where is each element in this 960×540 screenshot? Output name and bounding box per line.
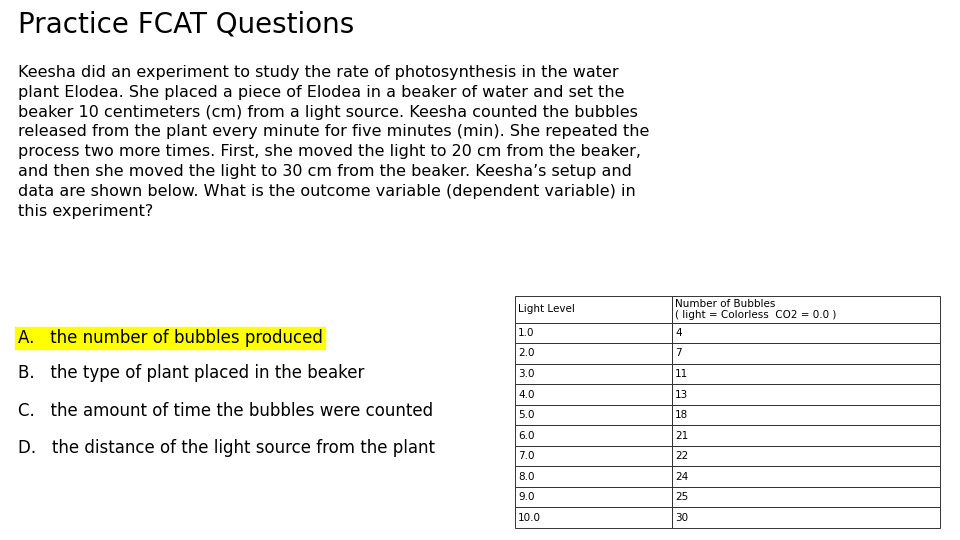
Text: 24: 24 xyxy=(675,471,688,482)
Text: 4: 4 xyxy=(675,328,682,338)
Bar xyxy=(515,405,672,426)
Text: 11: 11 xyxy=(675,369,688,379)
Bar xyxy=(515,384,672,405)
Bar xyxy=(515,508,672,528)
Text: Number of Bubbles
( light = Colorless  CO2 = 0.0 ): Number of Bubbles ( light = Colorless CO… xyxy=(675,299,836,320)
Text: D.   the distance of the light source from the plant: D. the distance of the light source from… xyxy=(18,439,435,457)
Bar xyxy=(515,323,672,343)
Bar xyxy=(672,323,940,343)
Bar xyxy=(515,467,672,487)
Text: 9.0: 9.0 xyxy=(518,492,535,502)
Bar xyxy=(672,364,940,384)
Text: 21: 21 xyxy=(675,430,688,441)
Text: 3.0: 3.0 xyxy=(518,369,535,379)
Bar xyxy=(672,343,940,364)
Text: 6.0: 6.0 xyxy=(518,430,535,441)
Text: A.   the number of bubbles produced: A. the number of bubbles produced xyxy=(18,329,323,347)
Text: 5.0: 5.0 xyxy=(518,410,535,420)
Text: 10.0: 10.0 xyxy=(518,513,541,523)
Bar xyxy=(672,426,940,446)
Bar xyxy=(672,296,940,323)
Bar xyxy=(672,446,940,467)
Text: Light Level: Light Level xyxy=(518,305,575,314)
Text: 2.0: 2.0 xyxy=(518,348,535,359)
Bar xyxy=(515,343,672,364)
Text: 22: 22 xyxy=(675,451,688,461)
Text: 1.0: 1.0 xyxy=(518,328,535,338)
Text: Practice FCAT Questions: Practice FCAT Questions xyxy=(18,10,354,38)
Bar xyxy=(672,405,940,426)
Text: 13: 13 xyxy=(675,389,688,400)
Text: 4.0: 4.0 xyxy=(518,389,535,400)
Text: 18: 18 xyxy=(675,410,688,420)
Text: 8.0: 8.0 xyxy=(518,471,535,482)
Bar xyxy=(672,384,940,405)
Text: Keesha did an experiment to study the rate of photosynthesis in the water
plant : Keesha did an experiment to study the ra… xyxy=(18,65,649,219)
Text: 7.0: 7.0 xyxy=(518,451,535,461)
Bar xyxy=(515,364,672,384)
Text: C.   the amount of time the bubbles were counted: C. the amount of time the bubbles were c… xyxy=(18,402,433,420)
Text: B.   the type of plant placed in the beaker: B. the type of plant placed in the beake… xyxy=(18,364,365,382)
Bar xyxy=(672,508,940,528)
Bar xyxy=(515,296,672,323)
Bar xyxy=(672,467,940,487)
Text: 25: 25 xyxy=(675,492,688,502)
Bar xyxy=(672,487,940,508)
Bar xyxy=(515,446,672,467)
Bar xyxy=(515,426,672,446)
FancyBboxPatch shape xyxy=(15,327,325,349)
Text: 30: 30 xyxy=(675,513,688,523)
Text: 7: 7 xyxy=(675,348,682,359)
Bar xyxy=(515,487,672,508)
